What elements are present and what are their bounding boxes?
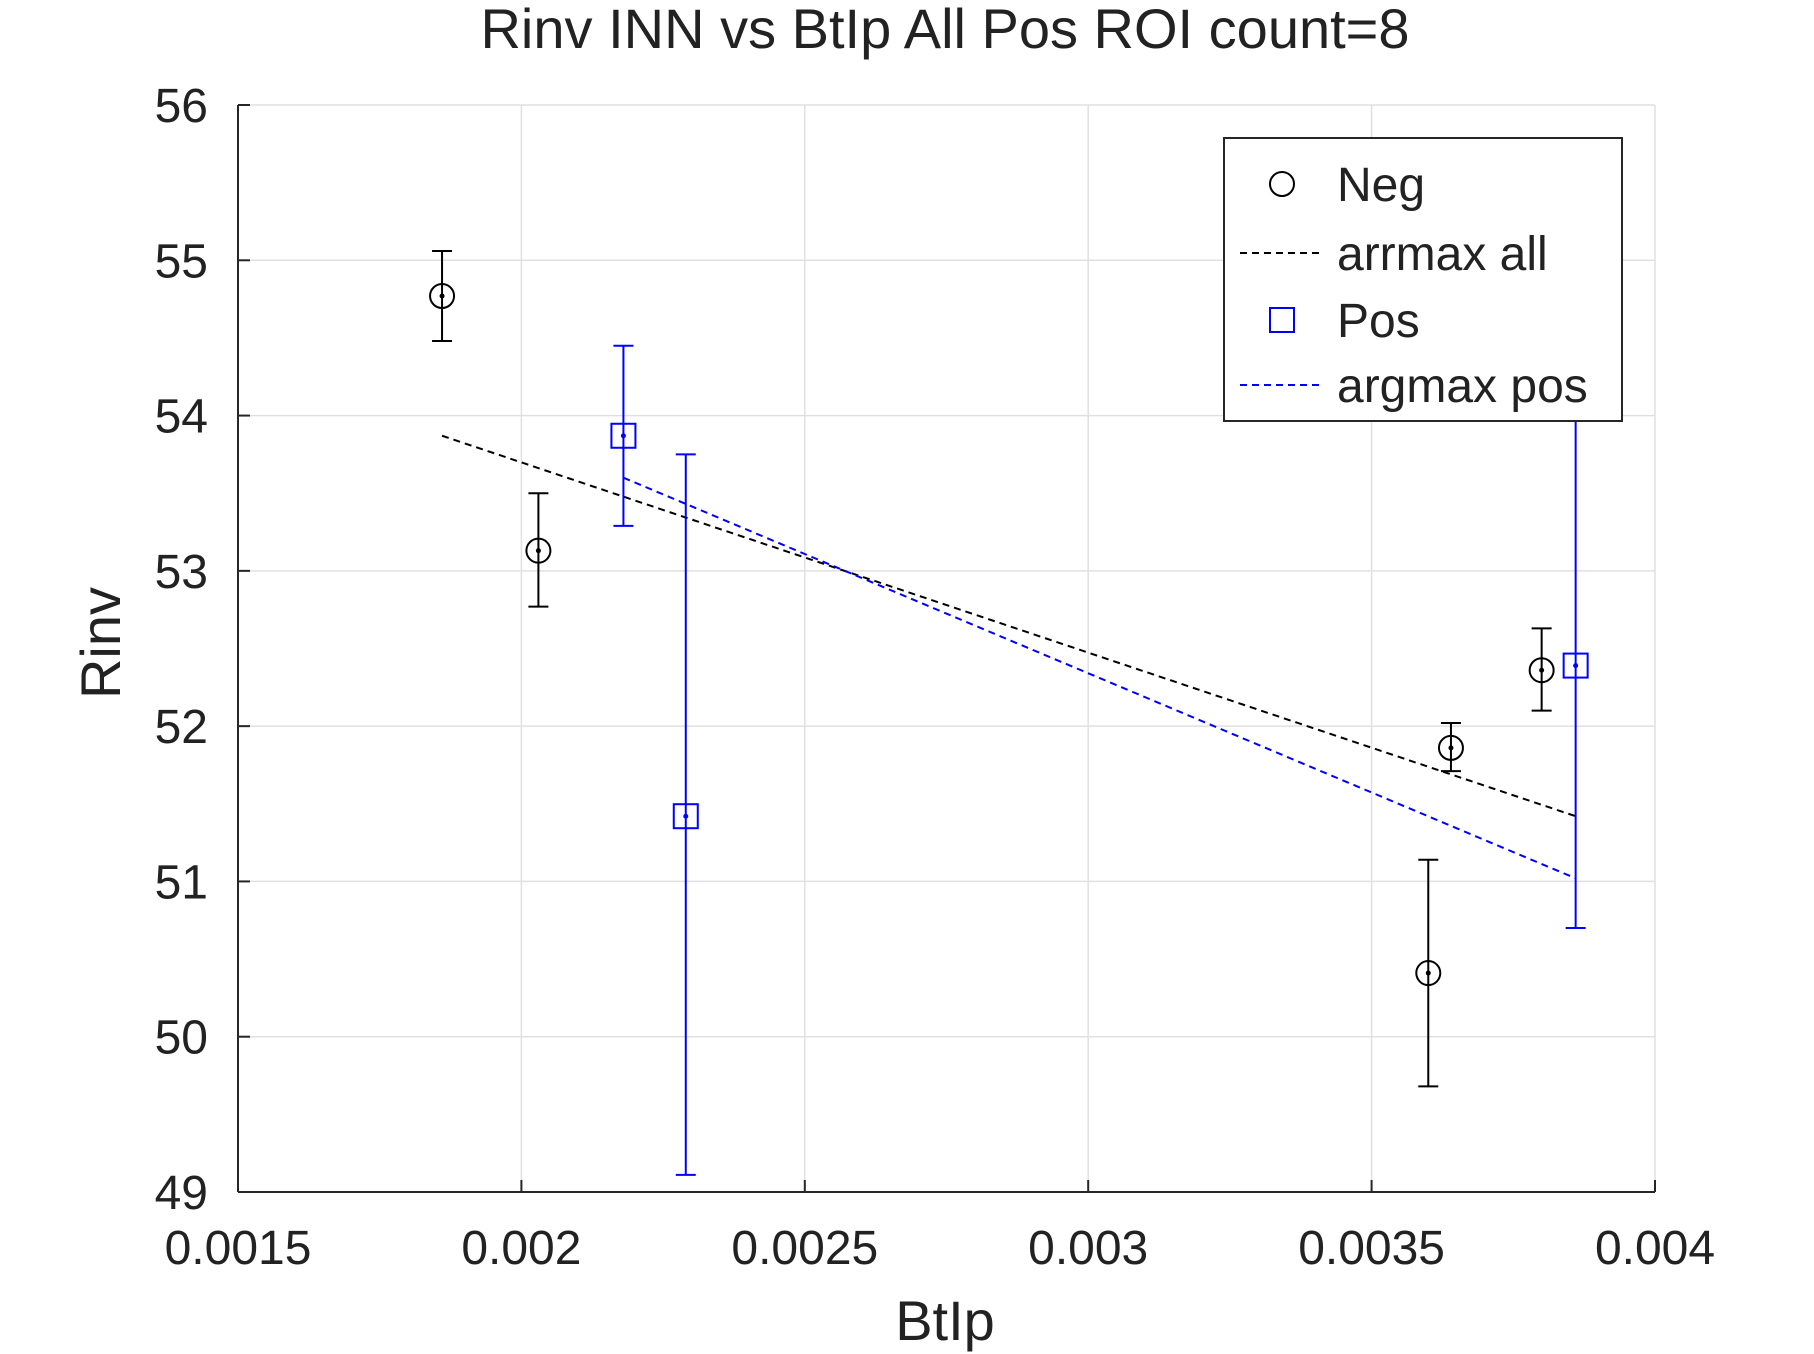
- data-point-center: [1573, 663, 1579, 669]
- legend: Neg arrmax all Pos argmax pos: [1223, 137, 1623, 422]
- chart-title: Rinv INN vs BtIp All Pos ROI count=8: [480, 0, 1409, 60]
- data-point-center: [1425, 970, 1431, 976]
- fit-line: [623, 476, 1577, 880]
- ticks-layer: 0.0015 0.002 0.0025 0.003 0.0035 0.004 49 50 51 5…: [155, 80, 1715, 1275]
- x-tick-label: 0.003: [1028, 1222, 1148, 1275]
- data-point-center: [439, 293, 445, 299]
- series-arrmax-all: [441, 434, 1576, 818]
- x-tick-label: 0.0035: [1298, 1222, 1445, 1275]
- x-tick-label: 0.002: [461, 1222, 581, 1275]
- series-pos: [610, 344, 1589, 1176]
- legend-swatch: [1269, 307, 1295, 333]
- fit-line: [441, 434, 1576, 818]
- data-point-center: [1448, 745, 1454, 751]
- legend-label: argmax pos: [1337, 360, 1588, 413]
- y-tick-label: 56: [155, 80, 208, 133]
- data-point: [1437, 734, 1464, 761]
- x-tick-label: 0.0025: [731, 1222, 878, 1275]
- data-point-center: [620, 433, 626, 439]
- legend-label: Pos: [1337, 295, 1420, 348]
- y-axis-label: Rinv: [69, 587, 132, 699]
- x-tick-label: 0.004: [1595, 1222, 1715, 1275]
- legend-label: Neg: [1337, 159, 1425, 212]
- y-tick-label: 52: [155, 701, 208, 754]
- y-tick-label: 49: [155, 1167, 208, 1220]
- data-point: [1562, 652, 1589, 679]
- data-point: [429, 283, 456, 310]
- data-point-center: [683, 813, 689, 819]
- y-tick-label: 53: [155, 546, 208, 599]
- data-point: [1528, 657, 1555, 684]
- y-tick-label: 55: [155, 235, 208, 288]
- legend-box: [1223, 137, 1623, 422]
- series-neg: [429, 249, 1555, 1088]
- axes-layer: [237, 105, 1655, 1193]
- x-tick-label: 0.0015: [165, 1222, 312, 1275]
- data-point: [525, 537, 552, 564]
- legend-label: arrmax all: [1337, 228, 1548, 281]
- y-tick-label: 51: [155, 856, 208, 909]
- x-axis-label: BtIp: [895, 1289, 995, 1352]
- legend-items: Neg arrmax all Pos argmax pos: [1240, 159, 1588, 413]
- y-tick-label: 54: [155, 391, 208, 444]
- data-point-center: [535, 548, 541, 554]
- legend-swatch: [1269, 171, 1295, 197]
- data-point-center: [1539, 667, 1545, 673]
- data-layer: [429, 249, 1589, 1176]
- data-point: [672, 803, 699, 830]
- series-argmax-pos: [623, 476, 1577, 880]
- y-tick-label: 50: [155, 1012, 208, 1065]
- data-point: [610, 422, 637, 449]
- data-point: [1415, 960, 1442, 987]
